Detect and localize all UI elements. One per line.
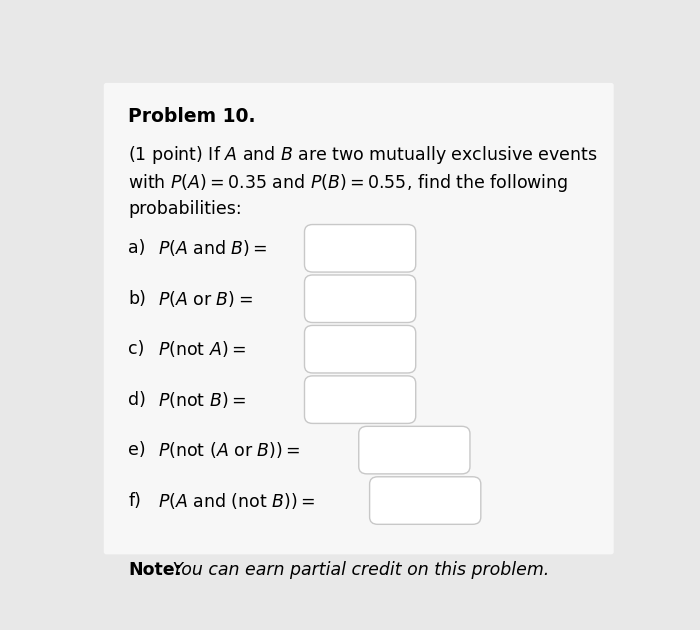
Text: Problem 10.: Problem 10.: [128, 107, 256, 126]
FancyBboxPatch shape: [304, 224, 416, 272]
FancyBboxPatch shape: [104, 83, 614, 554]
Text: $P(A \text{ or } B) =$: $P(A \text{ or } B) =$: [158, 289, 253, 309]
Text: a): a): [128, 239, 146, 257]
Text: with $P(A) = 0.35$ and $P(B) = 0.55$, find the following: with $P(A) = 0.35$ and $P(B) = 0.55$, fi…: [128, 171, 568, 193]
Text: (1 point) If $\mathit{A}$ and $\mathit{B}$ are two mutually exclusive events: (1 point) If $\mathit{A}$ and $\mathit{B…: [128, 144, 598, 166]
Text: $P(\text{not } A) =$: $P(\text{not } A) =$: [158, 339, 246, 359]
Text: $P(\text{not } (A \text{ or } B)) =$: $P(\text{not } (A \text{ or } B)) =$: [158, 440, 300, 460]
Text: f): f): [128, 491, 141, 510]
Text: Note:: Note:: [128, 561, 182, 579]
FancyBboxPatch shape: [304, 326, 416, 373]
FancyBboxPatch shape: [304, 376, 416, 423]
FancyBboxPatch shape: [370, 477, 481, 524]
Text: d): d): [128, 391, 146, 409]
Text: You can earn partial credit on this problem.: You can earn partial credit on this prob…: [167, 561, 550, 579]
Text: probabilities:: probabilities:: [128, 200, 241, 218]
Text: b): b): [128, 290, 146, 307]
Text: e): e): [128, 441, 146, 459]
Text: $P(A \text{ and } (\text{not } B)) =$: $P(A \text{ and } (\text{not } B)) =$: [158, 491, 315, 510]
Text: c): c): [128, 340, 145, 358]
FancyBboxPatch shape: [358, 427, 470, 474]
Text: $P(A \text{ and } B) =$: $P(A \text{ and } B) =$: [158, 238, 267, 258]
FancyBboxPatch shape: [304, 275, 416, 323]
Text: $P(\text{not } B) =$: $P(\text{not } B) =$: [158, 389, 246, 410]
